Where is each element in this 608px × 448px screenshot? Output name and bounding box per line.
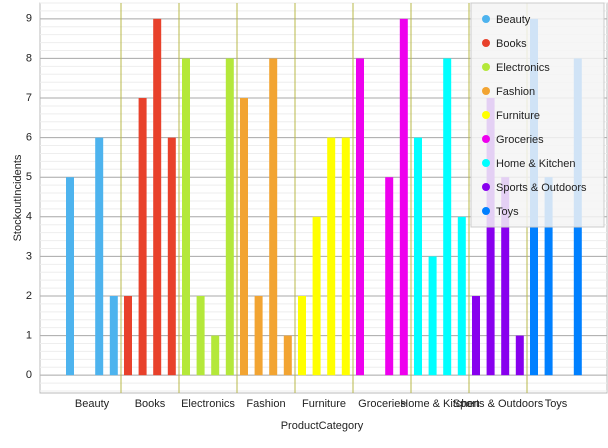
legend-label: Furniture (496, 110, 540, 122)
bar (196, 295, 205, 376)
bar (327, 137, 336, 376)
x-tick-label: Sports & Outdoors (453, 398, 544, 410)
legend-label: Groceries (496, 134, 544, 146)
legend-label: Sports & Outdoors (496, 182, 587, 194)
bar (95, 137, 104, 376)
legend-box (470, 2, 605, 228)
bar (211, 335, 220, 376)
bar (167, 137, 176, 376)
legend-marker (482, 87, 490, 95)
bar (443, 58, 452, 376)
bar (428, 256, 437, 376)
legend-marker (482, 39, 490, 47)
bar (283, 335, 292, 376)
y-tick-label: 5 (26, 171, 32, 183)
y-tick-label: 4 (26, 211, 32, 223)
bar (109, 295, 118, 376)
bar (385, 177, 394, 376)
bar (312, 216, 321, 376)
y-tick-label: 2 (26, 290, 32, 302)
bar (138, 98, 147, 376)
bar (501, 177, 510, 376)
bar (269, 58, 278, 376)
legend-label: Fashion (496, 86, 535, 98)
bar (254, 295, 263, 376)
bar (457, 216, 466, 376)
bar (515, 335, 524, 376)
x-tick-label: Electronics (181, 398, 235, 410)
bar (182, 58, 190, 376)
bar (472, 295, 480, 376)
legend-label: Beauty (496, 14, 531, 26)
x-axis-label: ProductCategory (281, 420, 364, 432)
legend-marker (482, 111, 490, 119)
bar (486, 98, 495, 376)
bar (414, 137, 422, 376)
y-tick-label: 7 (26, 92, 32, 104)
bar (66, 177, 74, 376)
legend: Beauty Books Electronics Fashion Furniture Gr… (470, 2, 605, 228)
legend-label: Books (496, 38, 527, 50)
bar (124, 295, 132, 376)
bar (298, 295, 306, 376)
bar (341, 137, 350, 376)
x-tick-label: Fashion (246, 398, 285, 410)
legend-marker (482, 135, 490, 143)
bar (240, 98, 248, 376)
y-tick-label: 6 (26, 132, 32, 144)
bar (399, 18, 408, 376)
legend-marker (482, 159, 490, 167)
legend-label: Toys (496, 206, 519, 218)
bar (544, 177, 553, 376)
y-tick-label: 3 (26, 250, 32, 262)
x-tick-label: Furniture (302, 398, 346, 410)
bar (225, 58, 234, 376)
bar (153, 18, 162, 376)
x-tick-label: Groceries (358, 398, 406, 410)
bar (356, 58, 364, 376)
x-tick-label: Toys (545, 398, 568, 410)
legend-marker (482, 15, 490, 23)
y-axis-label: StockoutIncidents (12, 154, 24, 241)
legend-label: Home & Kitchen (496, 158, 575, 170)
legend-marker (482, 63, 490, 71)
legend-marker (482, 183, 490, 191)
legend-marker (482, 207, 490, 215)
x-tick-label: Beauty (75, 398, 110, 410)
y-tick-label: 0 (26, 369, 32, 381)
x-tick-label: Home & Kitchen (400, 398, 479, 410)
legend-label: Electronics (496, 62, 550, 74)
y-tick-label: 9 (26, 13, 32, 25)
y-tick-label: 8 (26, 52, 32, 64)
y-tick-label: 1 (26, 329, 32, 341)
x-tick-label: Books (135, 398, 166, 410)
